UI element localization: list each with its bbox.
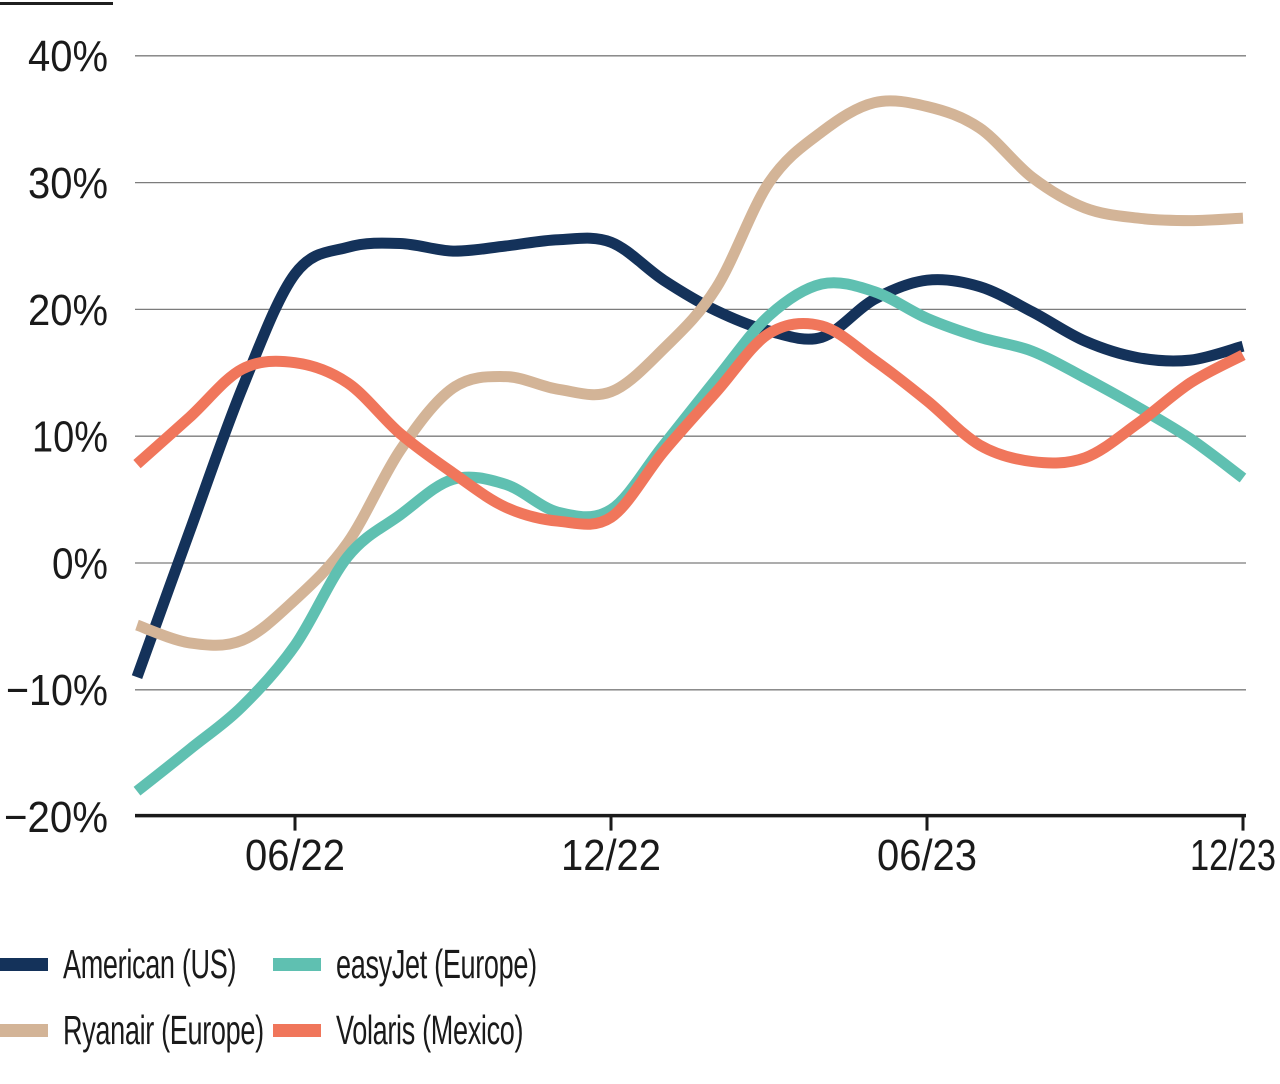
x-tick-label: 06/22 xyxy=(245,831,345,880)
legend-label-volaris: Volaris (Mexico) xyxy=(336,1006,524,1053)
legend-swatch-ryanair xyxy=(0,1023,48,1037)
legend-item-volaris: Volaris (Mexico) xyxy=(273,1009,620,1051)
x-tick-label: 06/23 xyxy=(877,831,977,880)
legend-item-easyjet: easyJet (Europe) xyxy=(273,943,640,985)
legend-swatch-easyjet xyxy=(273,957,321,971)
legend-label-american: American (US) xyxy=(63,940,237,987)
legend-item-american: American (US) xyxy=(0,943,325,985)
series-line-american xyxy=(131,232,1245,679)
legend-swatch-american xyxy=(0,957,48,971)
legend-label-easyjet: easyJet (Europe) xyxy=(336,940,537,987)
y-tick-label: −10% xyxy=(6,666,108,715)
x-tick-label: 12/23 xyxy=(1190,831,1276,880)
series-line-volaris xyxy=(133,317,1246,530)
y-tick-label: 40% xyxy=(28,32,108,81)
line-chart-canvas: 40% 30% 20% 10% 0% −10% −20% 06/22 12/22 06/23 12/… xyxy=(4,32,1276,880)
legend-item-ryanair: Ryanair (Europe) xyxy=(0,1009,367,1051)
y-tick-label: −20% xyxy=(4,793,108,842)
legend-label-ryanair: Ryanair (Europe) xyxy=(63,1006,264,1053)
y-tick-label: 10% xyxy=(32,413,108,462)
legend-swatch-volaris xyxy=(273,1023,321,1037)
y-tick-label: 0% xyxy=(52,539,108,588)
top-rule xyxy=(0,2,113,5)
series-line-ryanair xyxy=(135,95,1244,651)
y-tick-label: 20% xyxy=(28,286,108,335)
x-tick-label: 12/22 xyxy=(561,831,661,880)
y-tick-label: 30% xyxy=(28,159,108,208)
